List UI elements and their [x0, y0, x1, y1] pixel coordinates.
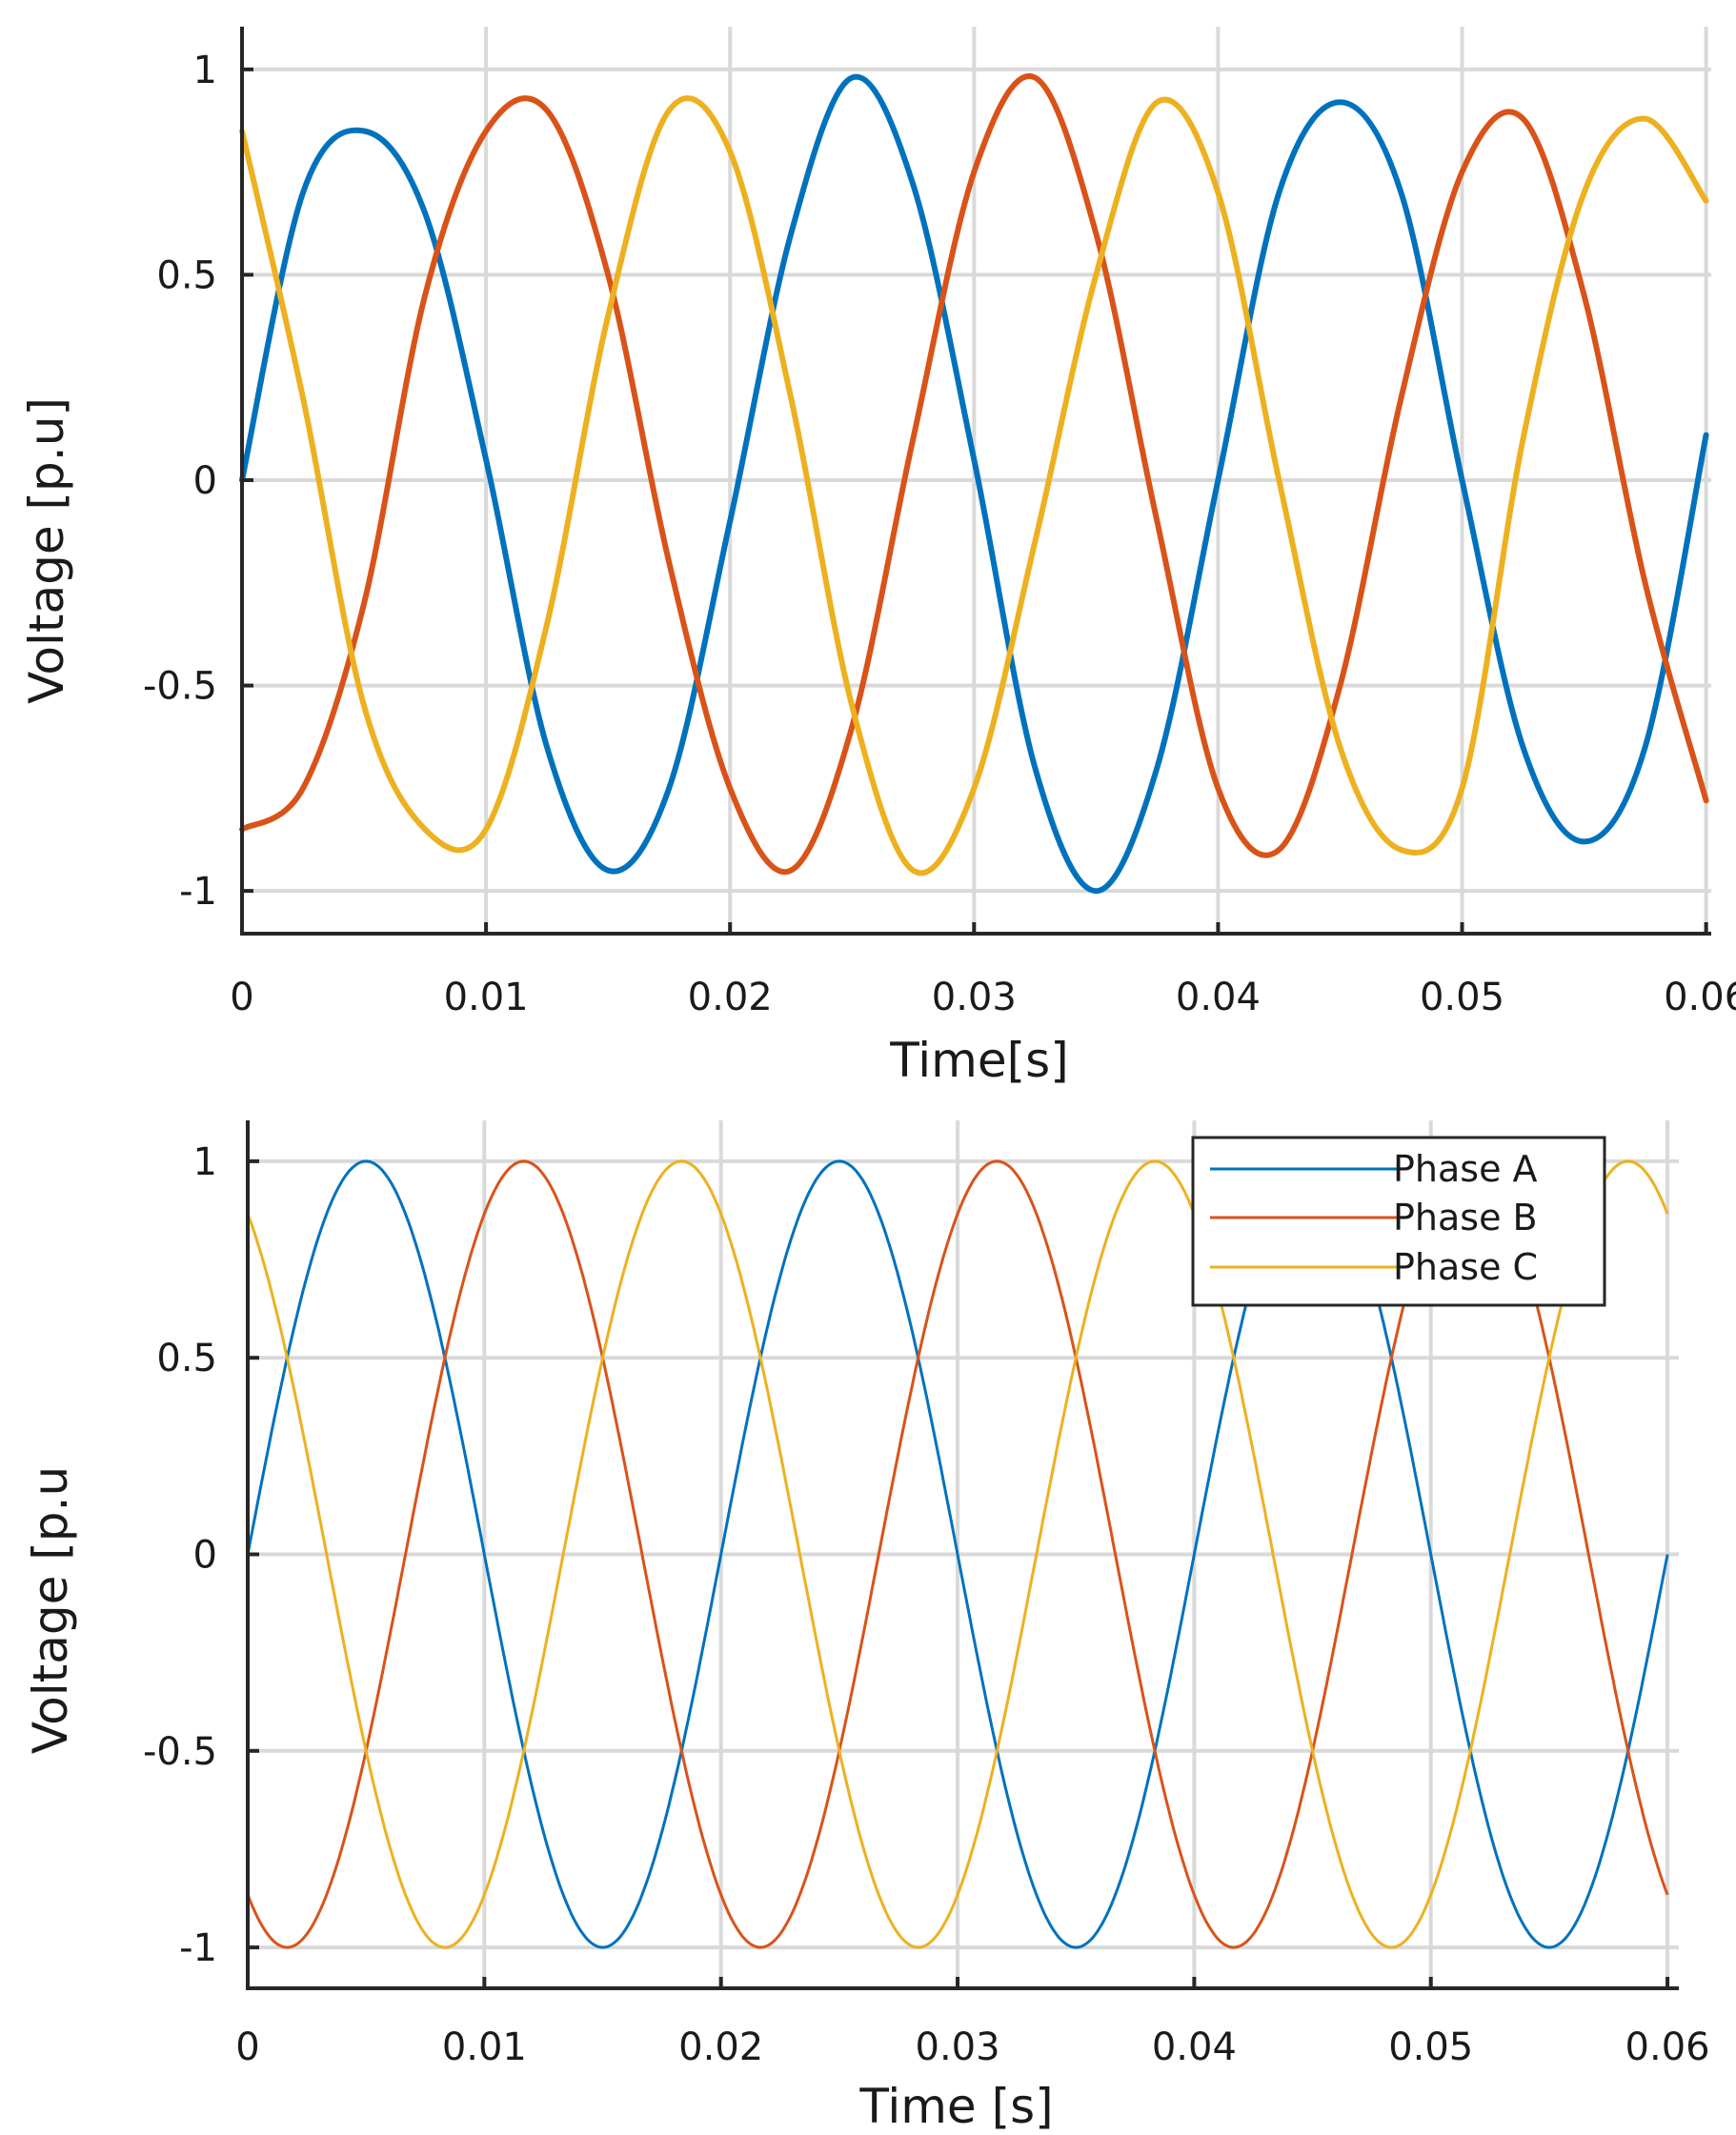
legend-entry-phase-a: Phase A — [1210, 1148, 1538, 1190]
top-chart-xtick-label-0: 0 — [230, 976, 253, 1019]
bottom-chart-ticks: 0 0.01 0.02 0.03 0.04 0.05 0.06 1 0.5 0 -0.5 -1 — [143, 1140, 1710, 2069]
bottom-chart-ytick-label-3: -0.5 — [143, 1730, 217, 1774]
top-chart-series — [239, 73, 1709, 895]
legend-box — [1191, 1136, 1606, 1307]
bottom-chart-xtick-label-0: 0 — [235, 2025, 259, 2069]
bottom-chart-xtick-label-6: 0.06 — [1625, 2025, 1710, 2069]
bottom-chart-ytick-label-0: 1 — [193, 1140, 217, 1184]
top-chart-series-phase-a — [239, 73, 1709, 895]
bottom-chart-series-phase-a — [246, 1159, 1669, 1949]
top-chart-ytick-label-4: -1 — [179, 870, 217, 914]
top-chart-xtick-label-6: 0.06 — [1664, 976, 1736, 1019]
top-chart-ytick-label-1: 0.5 — [156, 253, 217, 297]
bottom-chart-ytick-label-1: 0.5 — [156, 1337, 217, 1380]
legend-label-phase-c: Phase C — [1393, 1246, 1538, 1288]
bottom-chart: 0 0.01 0.02 0.03 0.04 0.05 0.06 1 0.5 0 -0.5 -1 Tim… — [23, 1120, 1710, 2134]
bottom-chart-xtick-label-1: 0.01 — [442, 2025, 527, 2069]
legend-entry-phase-b: Phase B — [1210, 1197, 1538, 1239]
top-chart-ytick-label-0: 1 — [193, 49, 217, 92]
bottom-chart-xtick-label-2: 0.02 — [678, 2025, 763, 2069]
top-chart-ytick-label-2: 0 — [193, 459, 217, 503]
top-chart-ytick-label-3: -0.5 — [143, 665, 217, 709]
top-chart: 0 0.01 0.02 0.03 0.04 0.05 0.06 1 0.5 0 -0.5 -1 Tim… — [19, 27, 1736, 1088]
top-chart-ticks: 0 0.01 0.02 0.03 0.04 0.05 0.06 1 0.5 0 -0.5 -1 — [143, 49, 1736, 1019]
bottom-chart-series-phase-c — [246, 1159, 1669, 1949]
top-chart-xlabel: Time[s] — [889, 1033, 1068, 1088]
top-chart-xtick-label-3: 0.03 — [932, 976, 1017, 1019]
legend-label-phase-a: Phase A — [1393, 1148, 1538, 1190]
top-chart-xtick-label-4: 0.04 — [1176, 976, 1261, 1019]
top-chart-ylabel: Voltage [p.u] — [19, 397, 74, 704]
top-chart-xtick-label-2: 0.02 — [688, 976, 773, 1019]
bottom-chart-xtick-label-3: 0.03 — [916, 2025, 1000, 2069]
legend-label-phase-b: Phase B — [1393, 1197, 1538, 1239]
bottom-chart-xtick-label-5: 0.05 — [1388, 2025, 1473, 2069]
bottom-chart-ytick-label-2: 0 — [193, 1534, 217, 1578]
top-chart-xtick-label-5: 0.05 — [1420, 976, 1504, 1019]
top-chart-xtick-label-1: 0.01 — [444, 976, 529, 1019]
bottom-chart-xtick-label-4: 0.04 — [1152, 2025, 1237, 2069]
bottom-chart-ylabel: Voltage [p.u — [23, 1466, 78, 1754]
bottom-chart-xlabel: Time [s] — [858, 2079, 1053, 2134]
legend: Phase A Phase B Phase C — [1191, 1136, 1606, 1307]
legend-entry-phase-c: Phase C — [1210, 1246, 1538, 1288]
bottom-chart-ytick-label-4: -1 — [179, 1926, 217, 1970]
top-chart-series-phase-c — [239, 95, 1709, 876]
top-chart-series-phase-b — [239, 73, 1709, 876]
